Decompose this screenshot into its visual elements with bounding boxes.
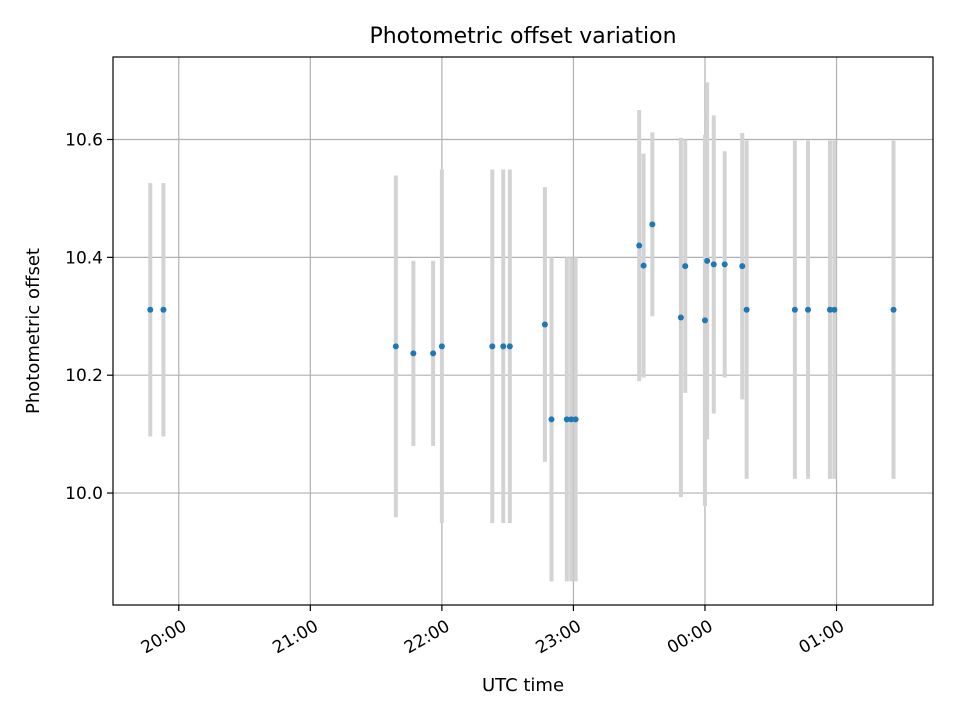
- data-point: [572, 416, 579, 423]
- data-point: [682, 263, 689, 270]
- data-point: [831, 306, 838, 313]
- y-tick-label: 10.4: [65, 248, 103, 268]
- data-point: [410, 350, 417, 357]
- y-tick-label: 10.0: [65, 484, 103, 504]
- chart-title: Photometric offset variation: [369, 24, 676, 49]
- data-point: [506, 343, 513, 350]
- data-point: [826, 306, 833, 313]
- data-point: [636, 242, 643, 249]
- data-point: [743, 306, 750, 313]
- plot-frame: [112, 56, 934, 606]
- data-point: [701, 317, 708, 324]
- data-point: [739, 263, 746, 270]
- data-point: [791, 306, 798, 313]
- data-point: [649, 221, 656, 228]
- data-point: [489, 343, 496, 350]
- data-point: [805, 306, 812, 313]
- data-point: [563, 416, 570, 423]
- y-axis-label: Photometric offset: [23, 248, 44, 414]
- data-point: [890, 306, 897, 313]
- x-axis-label: UTC time: [482, 675, 564, 696]
- data-points: [147, 221, 897, 423]
- data-point: [541, 321, 548, 328]
- data-point: [500, 343, 507, 350]
- data-point: [710, 261, 717, 268]
- data-point: [392, 343, 399, 350]
- data-point: [721, 261, 728, 268]
- data-point: [147, 306, 154, 313]
- data-point: [430, 350, 437, 357]
- data-point: [640, 262, 647, 269]
- data-point: [548, 416, 555, 423]
- data-point: [160, 306, 167, 313]
- data-point: [438, 343, 445, 350]
- y-tick-label: 10.2: [65, 366, 103, 386]
- y-axis-ticks: 10.0 10.2 10.4 10.6: [65, 130, 113, 504]
- data-point: [568, 416, 575, 423]
- data-point: [704, 257, 711, 264]
- data-point: [677, 314, 684, 321]
- y-tick-label: 10.6: [65, 130, 103, 150]
